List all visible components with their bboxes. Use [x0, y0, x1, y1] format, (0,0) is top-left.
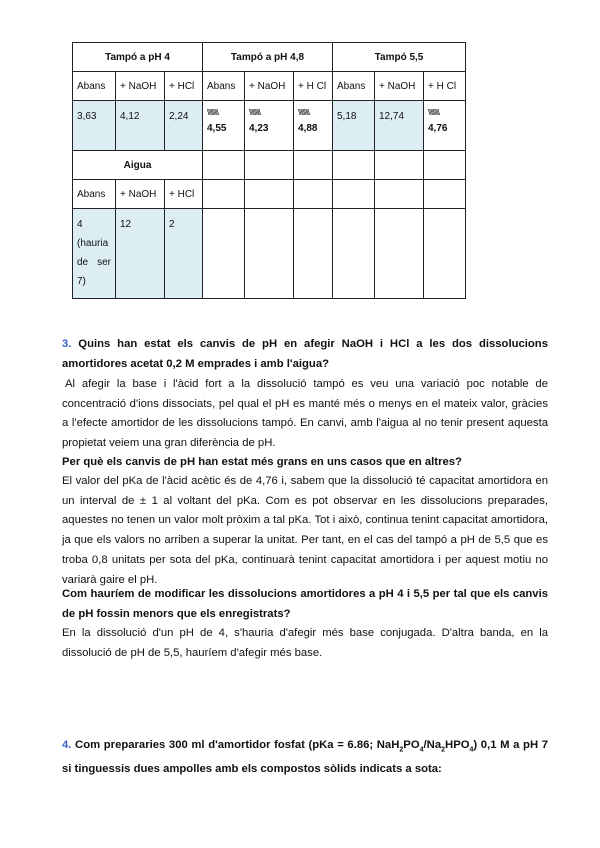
- value-cell: \\\\\\\\\ 4,23: [244, 100, 294, 151]
- subheader: + H Cl: [423, 71, 466, 101]
- subheader: + HCl: [164, 179, 203, 209]
- value-cell: 12,74: [374, 100, 424, 151]
- value-cell: \\\\\\\\\ 4,55: [202, 100, 245, 151]
- question-4: 4. Com prepararies 300 ml d'amortidor fo…: [62, 739, 549, 775]
- value-cell: 3,63: [72, 100, 116, 151]
- group-header: Tampó 5,5: [332, 42, 466, 72]
- ph-results-table: Tampó a pH 4 Tampó a pH 4,8 Tampó 5,5 Ab…: [72, 42, 466, 299]
- subheader: + NaOH: [115, 179, 165, 209]
- group-header: Tampó a pH 4: [72, 42, 203, 72]
- value-cell: \\\\\\\\\ 4,76: [423, 100, 466, 151]
- subheader: + NaOH: [115, 71, 165, 101]
- value-cell: 2,24: [164, 100, 203, 151]
- answer-3c: En la dissolució d'un pH de 4, s'hauria …: [62, 627, 548, 659]
- subheader: + NaOH: [244, 71, 294, 101]
- question-3b: Per què els canvis de pH han estat més g…: [62, 456, 462, 468]
- water-header: Aigua: [72, 150, 203, 180]
- group-header: Tampó a pH 4,8: [202, 42, 333, 72]
- value-cell: 5,18: [332, 100, 375, 151]
- answer-3: Al afegir la base i l'àcid fort a la dis…: [62, 378, 548, 450]
- answer-3b: El valor del pKa de l'àcid acètic és de …: [62, 475, 548, 586]
- subheader: Abans: [332, 71, 375, 101]
- value-cell: 4 (hauria de ser 7): [72, 208, 116, 299]
- subheader: Abans: [202, 71, 245, 101]
- subheader: + NaOH: [374, 71, 424, 101]
- subheader: + HCl: [164, 71, 203, 101]
- subheader: + H Cl: [293, 71, 333, 101]
- subheader: Abans: [72, 71, 116, 101]
- question-3c: Com hauríem de modificar les dissolucion…: [62, 588, 548, 620]
- value-cell: 2: [164, 208, 203, 299]
- value-cell: \\\\\\\\\ 4,88: [293, 100, 333, 151]
- question-3: 3. Quins han estat els canvis de pH en a…: [62, 338, 548, 370]
- subheader: Abans: [72, 179, 116, 209]
- value-cell: 4,12: [115, 100, 165, 151]
- value-cell: 12: [115, 208, 165, 299]
